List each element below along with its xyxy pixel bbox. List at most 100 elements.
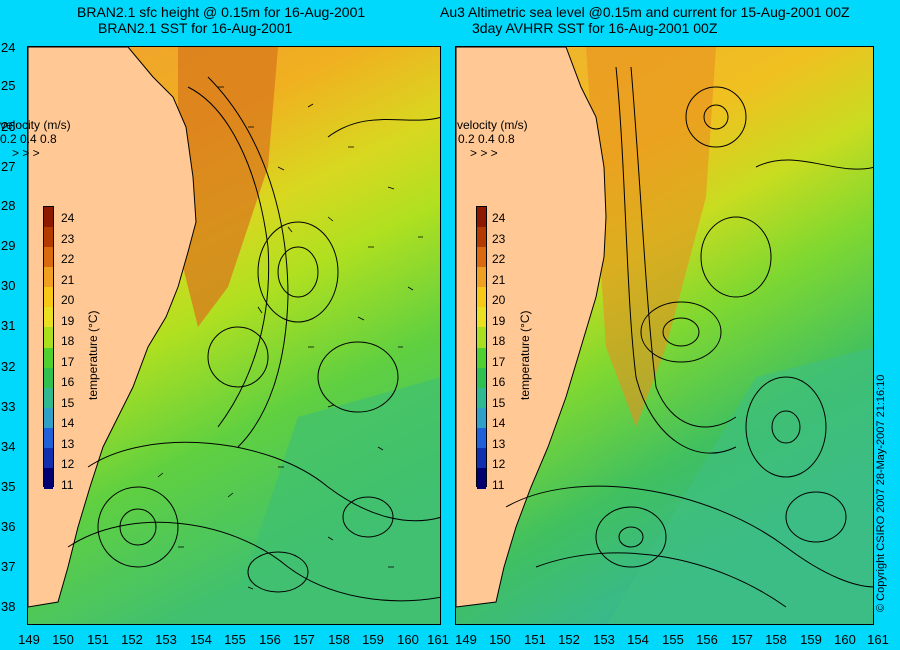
lon-label: 150 [52,632,74,647]
colorbar-tick-label: 15 [61,395,75,410]
colorbar-segment [477,427,486,449]
right-map-svg [456,47,873,624]
warm-current-band [586,47,716,427]
lon-label: 151 [87,632,109,647]
colorbar-segment [477,347,486,369]
colorbar-segment [44,247,53,269]
land-mass [28,47,197,608]
colorbar-segment [44,327,53,349]
lon-label: 149 [455,632,477,647]
temperature-colorbar [476,206,487,489]
lat-label: 35 [1,479,16,494]
lon-label: 155 [224,632,246,647]
colorbar-tick-label: 16 [492,375,506,389]
colorbar-segment [477,327,486,349]
lat-label: 33 [1,399,16,414]
colorbar-tick-label: 16 [61,375,75,389]
lon-label: 150 [489,632,511,647]
warm-current-band [178,47,278,327]
lat-label: 29 [1,238,16,253]
colorbar-segment [477,407,486,429]
colorbar-tick-label: 23 [61,231,75,246]
lat-label: 38 [1,599,16,614]
colorbar-tick-label: 23 [492,231,506,246]
colorbar-segment [477,447,486,469]
sea-height-contours [505,66,873,608]
colorbar-tick-label: 20 [61,293,75,307]
lon-label: 158 [765,632,787,647]
colorbar-tick-label: 22 [61,252,75,266]
lat-label: 31 [1,318,16,333]
colorbar-tick-label: 19 [492,313,506,328]
velocity-legend-arrows: > > > [470,146,498,160]
colorbar-tick-label: 24 [61,211,75,225]
lat-label: 26 [1,119,16,134]
lon-label: 158 [328,632,350,647]
lat-label: 37 [1,559,16,574]
colorbar-tick-label: 13 [61,436,75,451]
colorbar-segment [477,207,486,229]
colorbar-segment [477,247,486,269]
lat-label: 36 [1,519,16,534]
right-map-panel [455,46,874,625]
lat-label: 32 [1,359,16,374]
velocity-legend-arrows: > > > [12,146,40,160]
colorbar-tick-label: 18 [61,334,75,348]
lon-label: 154 [627,632,649,647]
colorbar-segment [477,227,486,249]
colorbar-title: temperature (°C) [518,310,532,401]
lat-label: 27 [1,159,16,174]
lon-label: 161 [427,632,449,647]
right-title-line1: Au3 Altimetric sea level @0.15m and curr… [440,4,850,20]
colorbar-segment [44,207,53,229]
colorbar-tick-label: 12 [61,457,75,471]
copyright-notice: © Copyright CSIRO 2007 28-May-2007 21:16… [875,374,887,612]
lat-label: 34 [1,439,16,454]
temperature-colorbar [43,206,54,489]
cool-water-region [607,347,873,624]
colorbar-tick-label: 21 [492,272,506,287]
colorbar-segment [477,387,486,409]
lon-label: 157 [731,632,753,647]
colorbar-segment [477,467,486,489]
colorbar-tick-label: 22 [492,252,506,266]
lon-label: 154 [190,632,212,647]
colorbar-tick-label: 15 [492,395,506,410]
left-map-svg [28,47,440,624]
land-mass [456,47,607,608]
lat-label: 30 [1,278,16,293]
lon-label: 153 [155,632,177,647]
colorbar-tick-label: 24 [492,211,506,225]
colorbar-segment [44,367,53,389]
colorbar-tick-label: 20 [492,293,506,307]
colorbar-segment [44,467,53,489]
lon-label: 160 [834,632,856,647]
lon-label: 156 [696,632,718,647]
colorbar-tick-label: 21 [61,272,75,287]
velocity-legend-scale: 0.2 0.4 0.8 [0,132,57,146]
lon-label: 159 [800,632,822,647]
right-title-line2: 3day AVHRR SST for 16-Aug-2001 00Z [472,20,718,36]
colorbar-segment [44,227,53,249]
left-title-line2: BRAN2.1 SST for 16-Aug-2001 [98,20,293,36]
colorbar-tick-label: 14 [61,416,75,430]
current-arrows [157,86,423,590]
sea-height-contours [67,76,440,602]
lon-label: 161 [867,632,889,647]
colorbar-tick-label: 14 [492,416,506,430]
colorbar-segment [44,267,53,289]
lon-label: 152 [121,632,143,647]
lon-label: 160 [397,632,419,647]
colorbar-tick-label: 18 [492,334,506,348]
colorbar-segment [44,447,53,469]
lon-label: 151 [524,632,546,647]
colorbar-segment [44,427,53,449]
colorbar-tick-label: 13 [492,436,506,451]
lat-label: 28 [1,198,16,213]
lon-label: 153 [593,632,615,647]
lat-label: 25 [1,78,16,93]
colorbar-segment [44,287,53,309]
colorbar-tick-label: 12 [492,457,506,471]
left-map-panel [27,46,441,625]
lon-label: 156 [259,632,281,647]
